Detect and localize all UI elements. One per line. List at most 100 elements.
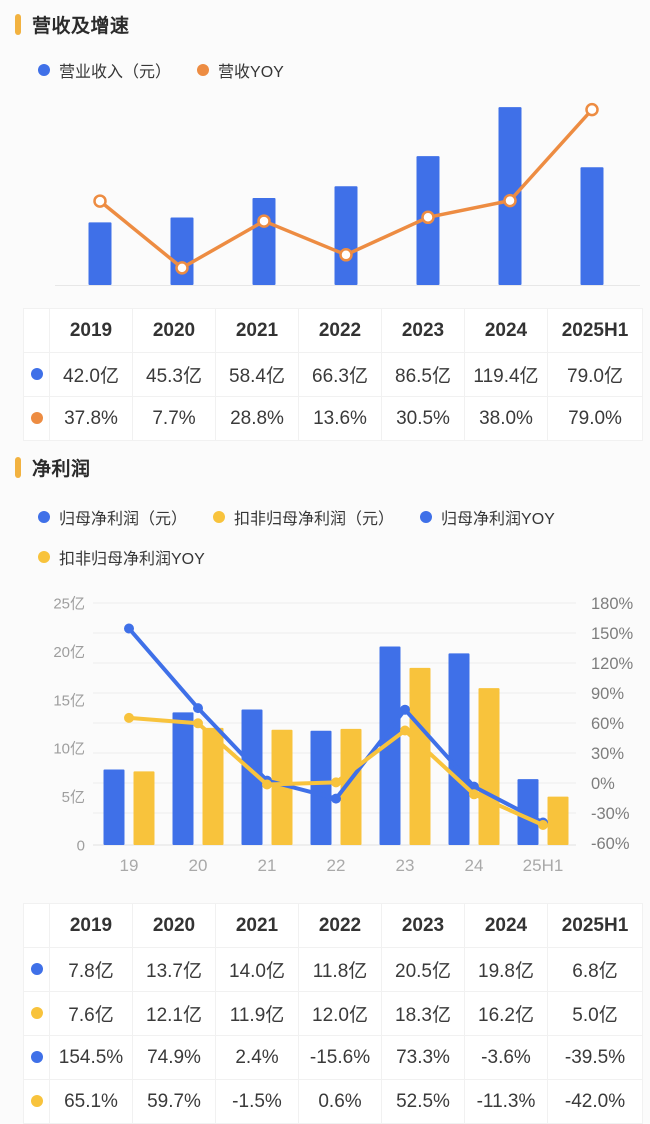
legend-label: 扣非归母净利润YOY — [59, 551, 205, 568]
legend-item[interactable]: 扣非归母净利润YOY — [38, 545, 205, 569]
value-cell: 16.2亿 — [464, 991, 548, 1036]
deducted-net-profit-yoy-marker[interactable] — [469, 789, 479, 800]
value-cell: 86.5亿 — [381, 352, 465, 397]
year-header-cell: 2019 — [49, 308, 133, 353]
x-axis-category-label: 21 — [258, 856, 277, 875]
revenue-yoy-row-dot — [30, 411, 43, 424]
deducted-net-profit-yoy-marker[interactable] — [262, 779, 272, 790]
value-cell: 14.0亿 — [215, 947, 299, 992]
revenue-yoy-legend-dot — [197, 64, 210, 76]
deducted-net-profit-yoy-row-dot — [30, 1094, 43, 1107]
net-profit-bar[interactable] — [241, 709, 263, 845]
revenue-yoy-marker[interactable] — [257, 214, 271, 228]
year-header-cell: 2025H1 — [547, 903, 643, 948]
section-title-text: 营收及增速 — [32, 16, 130, 37]
net-profit-yoy-marker[interactable] — [400, 704, 410, 715]
net-profit-yoy-marker[interactable] — [331, 793, 341, 804]
legend-item[interactable]: 扣非归母净利润（元） — [213, 505, 394, 529]
legend-item[interactable]: 营收YOY — [197, 58, 284, 82]
table-row: 7.6亿 12.1亿 11.9亿 12.0亿 18.3亿 16.2亿 5.0亿 — [23, 991, 643, 1036]
deducted-net-profit-yoy-marker[interactable] — [193, 718, 203, 729]
value-cell: 37.8% — [49, 396, 133, 441]
deducted-net-profit-bar[interactable] — [547, 796, 569, 845]
revenue-data-table: 2019 2020 2021 2022 2023 2024 2025H1 42.0亿 45.3亿… — [23, 308, 643, 441]
right-axis-tick-label: 0% — [591, 775, 615, 793]
deducted-net-profit-bar[interactable] — [478, 688, 500, 845]
right-axis-tick-label: -30% — [591, 805, 630, 823]
value-cell: -11.3% — [464, 1079, 548, 1124]
year-header-cell: 2019 — [49, 903, 133, 948]
deducted-net-profit-yoy-marker[interactable] — [400, 725, 410, 736]
deducted-net-profit-bar[interactable] — [202, 727, 224, 845]
deducted-net-profit-bar[interactable] — [409, 667, 431, 845]
value-cell: 30.5% — [381, 396, 465, 441]
year-header-cell: 2020 — [132, 903, 216, 948]
series-dot-cell — [23, 396, 50, 441]
deducted-net-profit-bar[interactable] — [271, 729, 293, 845]
x-axis-category-label: 25H1 — [523, 856, 564, 875]
revenue-yoy-marker[interactable] — [585, 102, 599, 117]
revenue-bar[interactable] — [88, 222, 112, 285]
net-profit-bar[interactable] — [517, 779, 539, 845]
net-profit-yoy-marker[interactable] — [193, 703, 203, 714]
year-header-cell: 2020 — [132, 308, 216, 353]
net-profit-bar[interactable] — [379, 646, 401, 845]
net-profit-yoy-marker[interactable] — [124, 623, 134, 634]
revenue-yoy-marker[interactable] — [339, 248, 353, 262]
net-profit-bar[interactable] — [310, 730, 332, 845]
value-cell: -3.6% — [464, 1035, 548, 1080]
net-profit-bar[interactable] — [448, 653, 470, 845]
series-dot-cell — [23, 1079, 50, 1124]
net-profit-chart: 180% 150% 120% 90% 60% 30% 0% -30% -60% 25亿 20亿 15亿… — [53, 595, 634, 875]
net-profit-chart-legend: 归母净利润（元） 扣非归母净利润（元） 归母净利润YOY 扣非归母净利润YOY — [38, 505, 638, 569]
year-header-cell: 2021 — [215, 903, 299, 948]
revenue-yoy-marker[interactable] — [175, 261, 189, 275]
table-row: 7.8亿 13.7亿 14.0亿 11.8亿 20.5亿 19.8亿 6.8亿 — [23, 947, 643, 992]
left-axis-tick-label: 10亿 — [53, 741, 85, 758]
right-axis-tick-label: 30% — [591, 745, 624, 763]
revenue-yoy-marker[interactable] — [93, 194, 107, 208]
revenue-bar[interactable] — [580, 167, 604, 285]
value-cell: 5.0亿 — [547, 991, 643, 1036]
deducted-net-profit-row-dot — [30, 1006, 43, 1019]
revenue-bar[interactable] — [252, 197, 276, 285]
x-axis-category-label: 22 — [327, 856, 346, 875]
deducted-net-profit-yoy-marker[interactable] — [124, 712, 134, 723]
deducted-net-profit-yoy-marker[interactable] — [538, 820, 548, 830]
left-axis-tick-label: 0 — [77, 838, 85, 855]
deducted-net-profit-bar[interactable] — [340, 728, 362, 845]
value-cell: 65.1% — [49, 1079, 133, 1124]
deducted-net-profit-yoy-marker[interactable] — [331, 777, 341, 788]
legend-label: 归母净利润YOY — [441, 511, 555, 528]
value-cell: 66.3亿 — [298, 352, 382, 397]
legend-item[interactable]: 归母净利润YOY — [420, 505, 555, 529]
right-axis-tick-label: 90% — [591, 685, 624, 703]
value-cell: 52.5% — [381, 1079, 465, 1124]
value-cell: 154.5% — [49, 1035, 133, 1080]
table-corner-cell — [23, 308, 50, 353]
x-axis-category-label: 19 — [120, 856, 139, 875]
value-cell: 18.3亿 — [381, 991, 465, 1036]
net-profit-yoy-marker[interactable] — [469, 781, 479, 792]
legend-item[interactable]: 归母净利润（元） — [38, 505, 187, 529]
revenue-bar[interactable] — [170, 217, 194, 285]
year-header-cell: 2023 — [381, 308, 465, 353]
legend-label: 营业收入（元） — [59, 64, 172, 81]
table-row: 154.5% 74.9% 2.4% -15.6% 73.3% -3.6% -39.5% — [23, 1035, 643, 1080]
right-axis-tick-label: 180% — [591, 595, 634, 613]
net-profit-bar[interactable] — [103, 769, 125, 845]
legend-label: 归母净利润（元） — [59, 511, 188, 528]
legend-item[interactable]: 营业收入（元） — [38, 58, 171, 82]
year-header-cell: 2025H1 — [547, 308, 643, 353]
net-profit-bar[interactable] — [172, 712, 194, 845]
year-header-cell: 2022 — [298, 903, 382, 948]
series-dot-cell — [23, 1035, 50, 1080]
revenue-chart — [55, 102, 640, 286]
revenue-bar[interactable] — [334, 186, 358, 285]
net-profit-legend-dot — [38, 511, 50, 523]
revenue-section-title: 营收及增速 — [15, 11, 130, 38]
revenue-yoy-marker[interactable] — [503, 193, 517, 208]
revenue-yoy-marker[interactable] — [421, 210, 435, 225]
deducted-net-profit-bar[interactable] — [133, 771, 155, 845]
